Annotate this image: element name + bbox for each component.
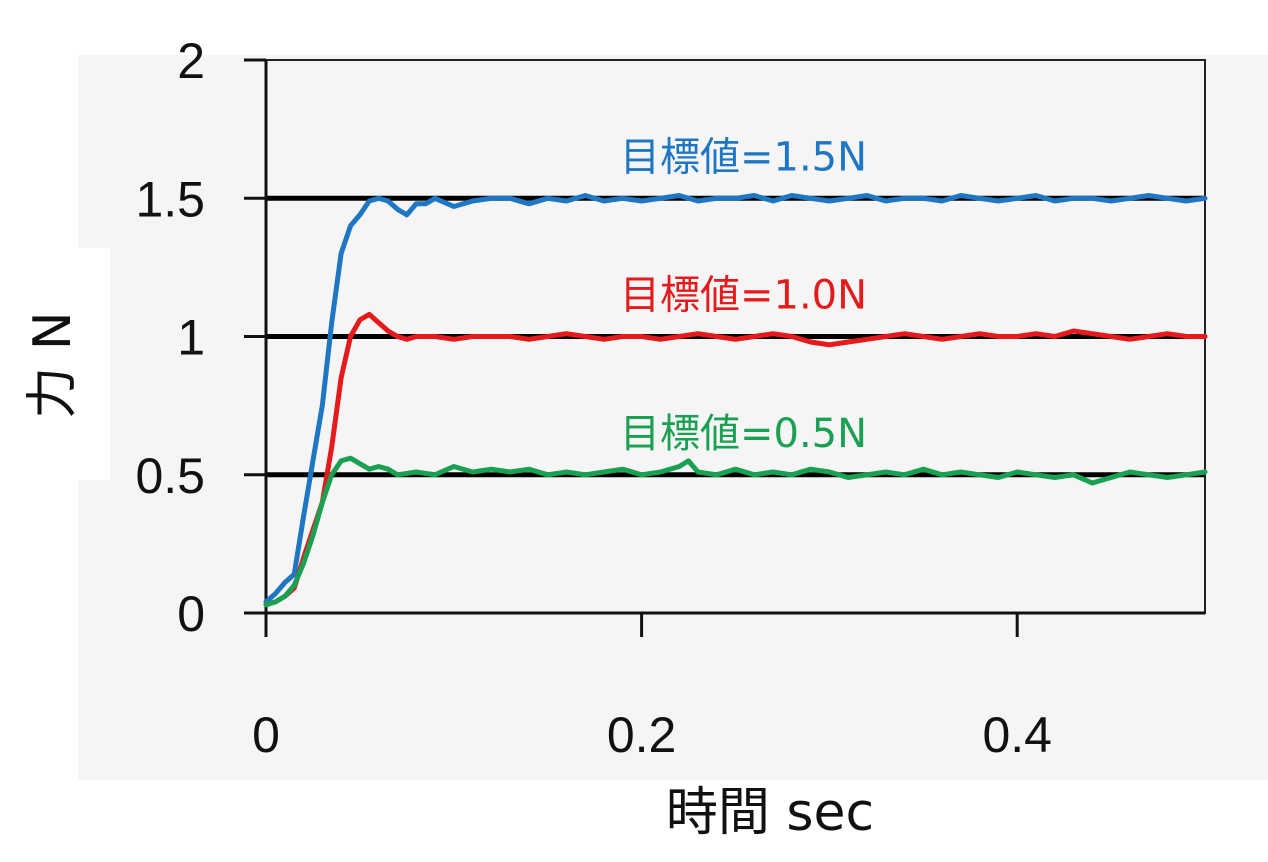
y-tick-label-0: 0 [177, 586, 205, 642]
y-tick-label-4: 2 [177, 33, 205, 89]
series-line-0 [263, 193, 1208, 605]
series-line-2 [263, 455, 1208, 608]
series-label-2: 目標値=0.5N [620, 411, 867, 457]
x-tick-label-2: 0.4 [982, 707, 1052, 763]
chart-background [78, 55, 1268, 780]
x-axis-title: 時間 sec [666, 783, 874, 843]
series-label-0: 目標値=1.5N [620, 134, 867, 180]
axes [244, 58, 1206, 637]
y-tick-labels: 0 0.5 1 1.5 2 [135, 33, 205, 642]
y-tick-label-3: 1.5 [135, 171, 205, 227]
y-axis-title: 力 N [23, 311, 83, 418]
x-tick-label-0: 0 [252, 707, 280, 763]
series-lines [263, 193, 1208, 608]
series-line-1 [263, 311, 1208, 608]
y-title-backdrop [0, 248, 110, 480]
x-tick-labels: 0 0.2 0.4 [252, 707, 1052, 763]
x-tick-label-1: 0.2 [607, 707, 677, 763]
series-annotations: 目標値=1.5N 目標値=1.0N 目標値=0.5N [620, 134, 867, 457]
series-label-1: 目標値=1.0N [620, 273, 867, 319]
y-tick-label-1: 0.5 [135, 448, 205, 504]
y-tick-label-2: 1 [177, 310, 205, 366]
